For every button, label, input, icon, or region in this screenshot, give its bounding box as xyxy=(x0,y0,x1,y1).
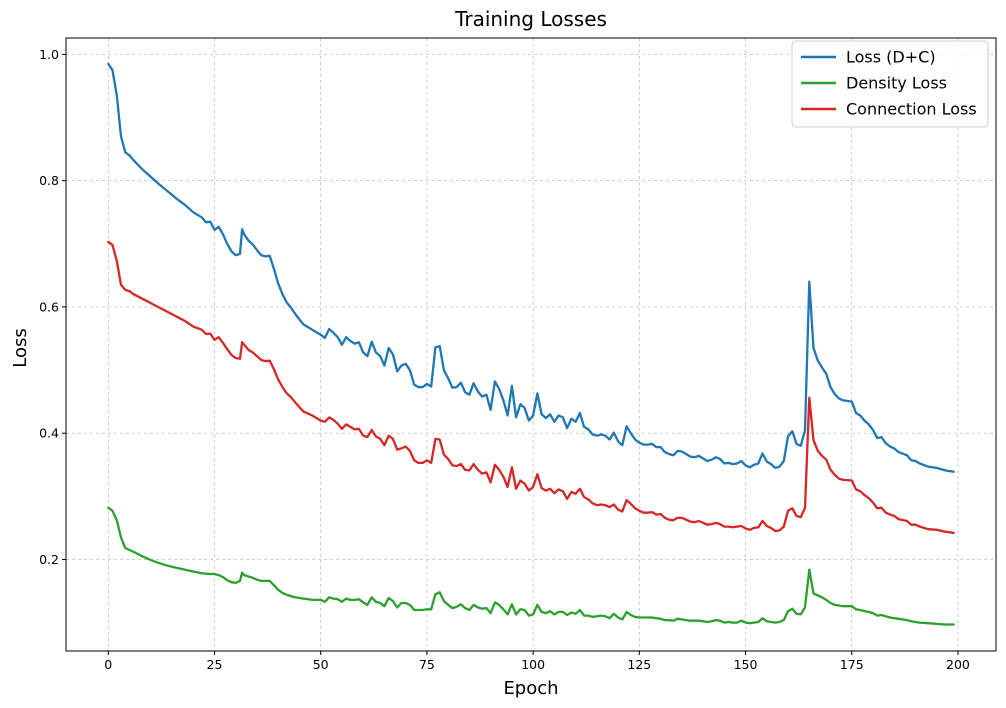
legend-label-density-loss: Density Loss xyxy=(846,74,947,93)
grid xyxy=(66,38,996,651)
x-tick-label: 75 xyxy=(419,657,435,672)
x-tick-label: 200 xyxy=(946,657,970,672)
y-tick-label: 1.0 xyxy=(39,47,59,62)
y-axis-label: Loss xyxy=(10,328,31,367)
plot-frame xyxy=(65,37,997,652)
x-tick-label: 0 xyxy=(104,657,112,672)
x-tick-label: 175 xyxy=(840,657,864,672)
legend-box xyxy=(791,40,989,128)
x-axis-ticks: 0 25 50 75 100 125 150 175 200 xyxy=(104,651,970,672)
series-line-connection-loss xyxy=(107,240,955,535)
x-tick-label: 100 xyxy=(521,657,545,672)
legend: Loss (D+C) Density Loss Connection Loss xyxy=(791,40,989,128)
series-lines xyxy=(107,62,955,626)
y-tick-label: 0.2 xyxy=(39,552,59,567)
y-tick-label: 0.8 xyxy=(39,173,59,188)
y-axis-ticks: 0.2 0.4 0.6 0.8 1.0 xyxy=(39,47,66,567)
x-tick-label: 50 xyxy=(313,657,329,672)
chart-title: Training Losses xyxy=(454,7,607,31)
x-tick-label: 125 xyxy=(627,657,651,672)
legend-label-connection-loss: Connection Loss xyxy=(846,100,977,119)
x-axis-label: Epoch xyxy=(503,678,558,699)
x-tick-label: 25 xyxy=(207,657,223,672)
series-line-density-loss xyxy=(107,506,955,626)
y-tick-label: 0.6 xyxy=(39,299,59,314)
y-tick-label: 0.4 xyxy=(39,426,59,441)
x-tick-label: 150 xyxy=(734,657,758,672)
legend-label-loss-d-c: Loss (D+C) xyxy=(846,48,936,67)
series-line-loss-d-c xyxy=(107,62,955,473)
